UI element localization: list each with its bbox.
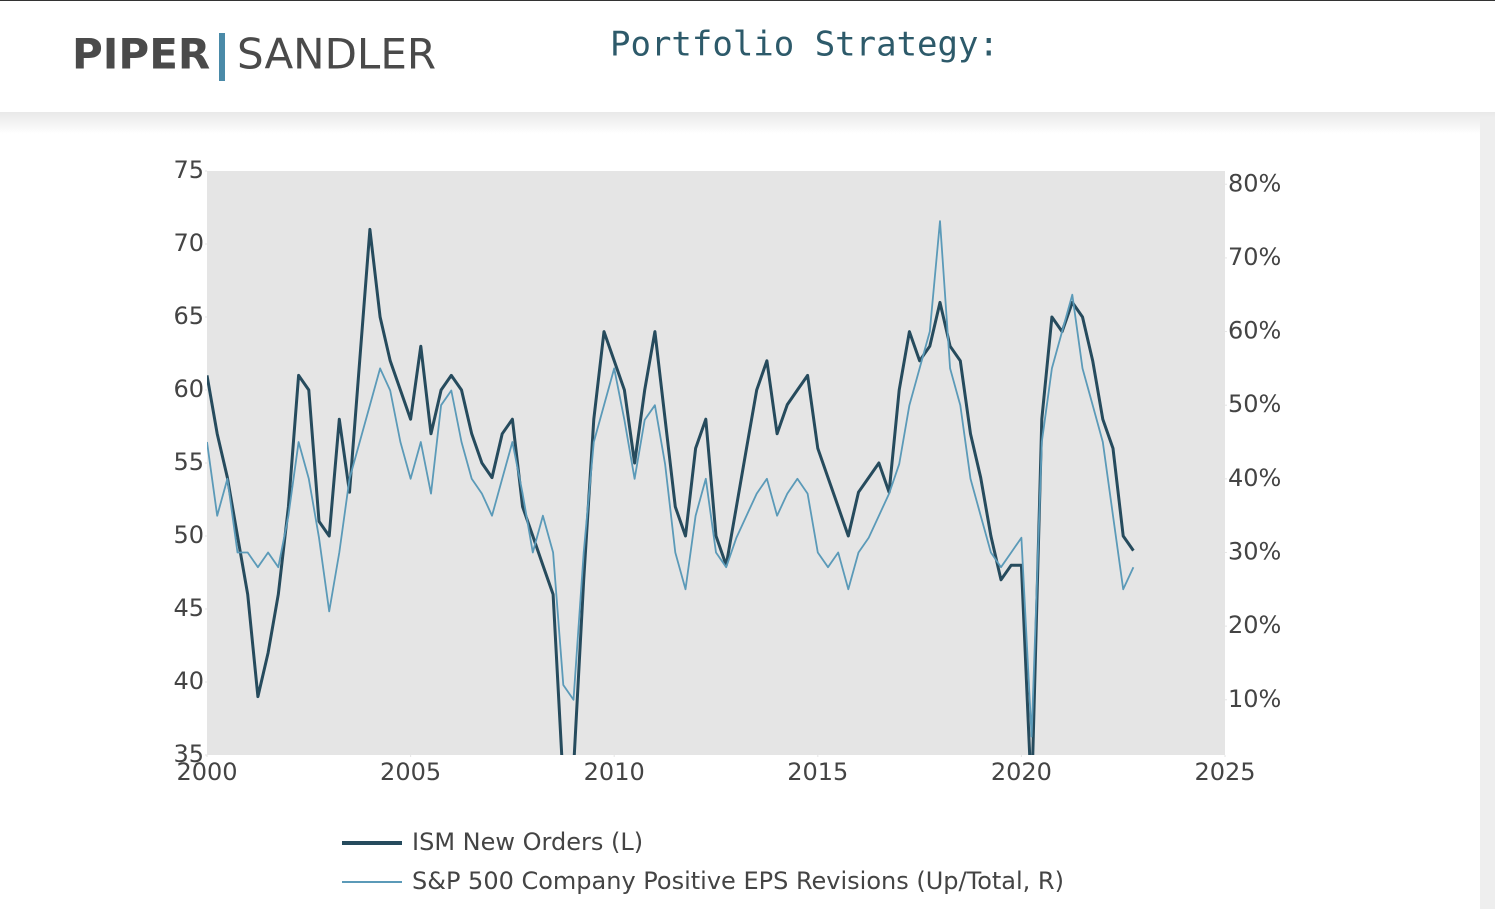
- x-tick-label: 2010: [584, 758, 645, 786]
- y2-tick-label: 30%: [1228, 537, 1281, 565]
- header-bar: [0, 0, 1495, 112]
- series-line: [207, 220, 1135, 738]
- y-tick-label: 65: [173, 302, 204, 330]
- y-tick-label: 40: [173, 667, 204, 695]
- logo-left: PIPER: [72, 30, 210, 79]
- x-tick-label: 2005: [380, 758, 441, 786]
- x-tick-label: 2000: [176, 758, 237, 786]
- series-line: [207, 227, 1135, 755]
- y-tick-label: 60: [173, 375, 204, 403]
- y2-tick-label: 10%: [1228, 685, 1281, 713]
- y2-tick-label: 20%: [1228, 611, 1281, 639]
- y2-tick-label: 80%: [1228, 169, 1281, 197]
- y-tick-label: 70: [173, 229, 204, 257]
- x-tick-label: 2025: [1194, 758, 1255, 786]
- y2-tick-label: 40%: [1228, 464, 1281, 492]
- x-tick-label: 2020: [991, 758, 1052, 786]
- logo-right: SANDLER: [237, 30, 436, 79]
- y-tick-label: 45: [173, 594, 204, 622]
- header-shadow: [0, 112, 1495, 134]
- y-tick-label: 50: [173, 521, 204, 549]
- x-tick-label: 2015: [787, 758, 848, 786]
- scrollbar: [1480, 118, 1495, 909]
- y2-tick-label: 50%: [1228, 390, 1281, 418]
- header-title: Portfolio Strategy:: [610, 25, 999, 65]
- y2-tick-label: 70%: [1228, 243, 1281, 271]
- y-tick-label: 35: [173, 740, 204, 768]
- legend-label: S&P 500 Company Positive EPS Revisions (…: [412, 867, 1064, 895]
- legend-label: ISM New Orders (L): [412, 828, 643, 856]
- plot-area: [207, 171, 1225, 755]
- y-tick-label: 55: [173, 448, 204, 476]
- logo-divider: [219, 33, 225, 81]
- y2-tick-label: 60%: [1228, 317, 1281, 345]
- y-tick-label: 75: [173, 156, 204, 184]
